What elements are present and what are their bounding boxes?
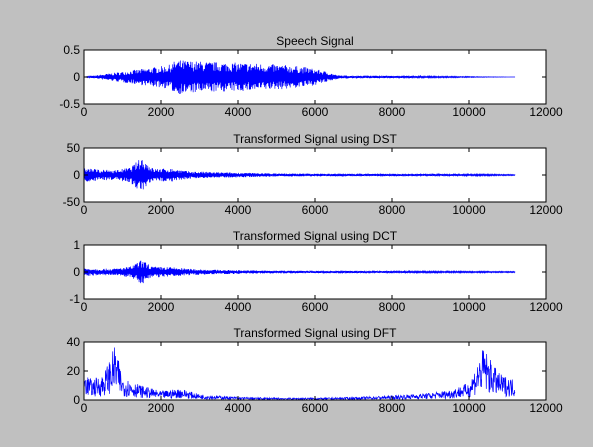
x-tick-label: 0 [81,105,88,119]
x-tick-label: 6000 [302,300,329,314]
x-tick-label: 6000 [302,105,329,119]
x-tick-label: 12000 [529,203,563,217]
x-tick-label: 2000 [148,105,175,119]
x-tick-label: 6000 [302,401,329,415]
y-tick-label: -0.5 [59,97,80,111]
axes-title-4: Transformed Signal using DFT [234,326,398,340]
x-tick-label: 2000 [148,401,175,415]
x-tick-label: 6000 [302,203,329,217]
x-tick-label: 0 [81,401,88,415]
x-tick-label: 12000 [529,401,563,415]
y-tick-label: 40 [67,335,81,349]
x-tick-label: 4000 [225,401,252,415]
x-tick-label: 8000 [379,401,406,415]
y-tick-label: 50 [67,141,81,155]
y-tick-label: 0 [73,393,80,407]
y-tick-label: 0 [73,168,80,182]
x-tick-label: 8000 [379,300,406,314]
y-tick-label: 1 [73,238,80,252]
y-tick-label: 0 [73,70,80,84]
x-tick-label: 10000 [452,203,486,217]
x-tick-label: 12000 [529,300,563,314]
axes-title-1: Speech Signal [276,34,353,48]
y-tick-label: -1 [69,292,80,306]
series-line-4 [83,347,516,401]
y-tick-label: 20 [67,364,81,378]
y-tick-label: 0.5 [63,43,80,57]
x-tick-label: 4000 [225,203,252,217]
x-tick-label: 2000 [148,203,175,217]
x-tick-label: 10000 [452,401,486,415]
y-tick-label: 0 [73,265,80,279]
x-tick-label: 8000 [379,203,406,217]
series-line-1 [83,60,516,94]
axes-title-2: Transformed Signal using DST [233,132,397,146]
x-tick-label: 4000 [225,105,252,119]
x-tick-label: 10000 [452,300,486,314]
y-tick-label: -50 [63,195,81,209]
x-tick-label: 4000 [225,300,252,314]
x-tick-label: 10000 [452,105,486,119]
x-tick-label: 2000 [148,300,175,314]
x-tick-label: 0 [81,203,88,217]
series-line-2 [83,160,516,190]
axes-title-3: Transformed Signal using DCT [233,229,398,243]
x-tick-label: 0 [81,300,88,314]
x-tick-label: 8000 [379,105,406,119]
x-tick-label: 12000 [529,105,563,119]
series-line-3 [83,260,516,284]
